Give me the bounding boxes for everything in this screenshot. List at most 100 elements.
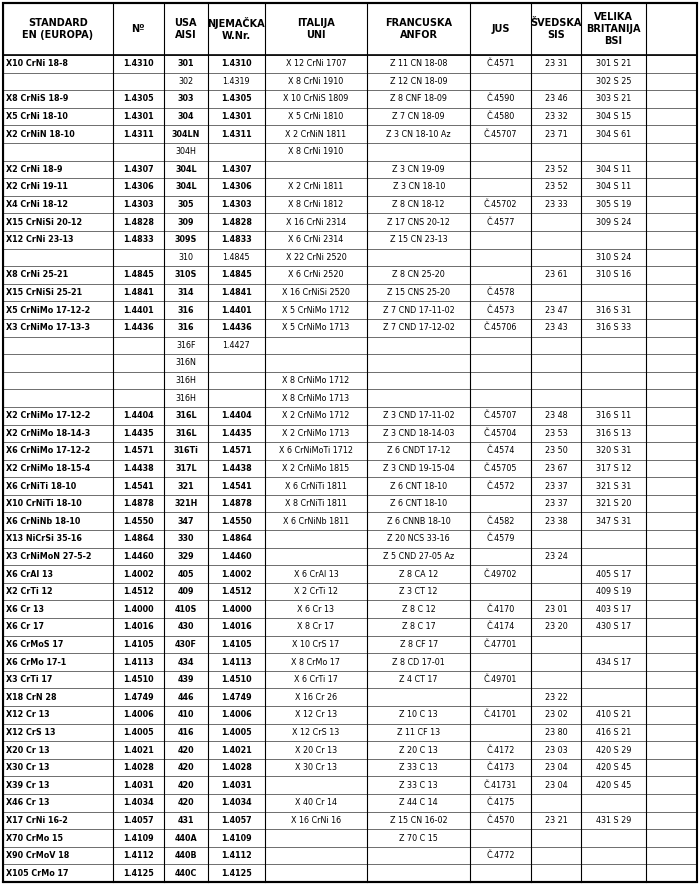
Text: Z 6 CNNB 18-10: Z 6 CNNB 18-10 [387,517,451,526]
Text: 1.4307: 1.4307 [221,165,251,173]
Text: Z 12 CN 18-09: Z 12 CN 18-09 [390,77,447,86]
Text: 405: 405 [178,570,194,579]
Text: 1.4864: 1.4864 [123,535,154,543]
Text: 23 80: 23 80 [545,728,568,737]
Text: Z 70 C 15: Z 70 C 15 [399,834,438,843]
Text: 309S: 309S [175,235,197,244]
Text: X105 CrMo 17: X105 CrMo 17 [6,869,68,878]
Text: 403 S 17: 403 S 17 [596,604,631,614]
Text: 316 S 11: 316 S 11 [596,412,631,420]
Text: 321 S 20: 321 S 20 [596,499,631,508]
Text: Č.45704: Č.45704 [484,429,517,438]
Text: Č.4574: Č.4574 [486,446,514,456]
Text: 1.4310: 1.4310 [123,59,153,68]
Text: 1.4113: 1.4113 [221,658,251,666]
Text: X6 Cr 17: X6 Cr 17 [6,622,43,631]
Text: X12 CrS 13: X12 CrS 13 [6,728,55,737]
Text: Č.45705: Č.45705 [484,464,517,473]
Text: X2 CrNiMo 18-14-3: X2 CrNiMo 18-14-3 [6,429,90,438]
Text: 1.4878: 1.4878 [220,499,251,508]
Text: X 22 CrNi 2520: X 22 CrNi 2520 [286,253,346,262]
Text: X 8 CrNi 1812: X 8 CrNi 1812 [288,200,344,209]
Text: 23 20: 23 20 [545,622,568,631]
Text: X 6 Cr 13: X 6 Cr 13 [298,604,335,614]
Text: 1.4571: 1.4571 [221,446,251,456]
Text: Č.4170: Č.4170 [486,604,514,614]
Text: 1.4845: 1.4845 [220,271,251,280]
Text: 23 24: 23 24 [545,552,568,561]
Text: 1.4438: 1.4438 [123,464,154,473]
Text: X6 CrNiMo 17-12-2: X6 CrNiMo 17-12-2 [6,446,90,456]
Text: X8 CrNi 25-21: X8 CrNi 25-21 [6,271,68,280]
Text: X 10 CrS 17: X 10 CrS 17 [293,640,340,649]
Text: X90 CrMoV 18: X90 CrMoV 18 [6,851,69,860]
Text: 1.4002: 1.4002 [123,570,154,579]
Text: 321 S 31: 321 S 31 [596,481,631,490]
Text: 420 S 45: 420 S 45 [596,781,631,789]
Text: 1.4319: 1.4319 [223,77,250,86]
Text: 305 S 19: 305 S 19 [596,200,631,209]
Text: Č.47701: Č.47701 [484,640,517,649]
Text: 1.4845: 1.4845 [223,253,250,262]
Text: Z 3 CND 19-15-04: Z 3 CND 19-15-04 [383,464,454,473]
Text: 23 52: 23 52 [545,165,568,173]
Text: 310S: 310S [175,271,197,280]
Text: X 8 CrNiTi 1811: X 8 CrNiTi 1811 [285,499,347,508]
Text: 1.4021: 1.4021 [220,745,251,755]
Text: 1.4031: 1.4031 [123,781,153,789]
Text: 23 37: 23 37 [545,481,568,490]
Text: 302 S 25: 302 S 25 [596,77,631,86]
Text: 1.4404: 1.4404 [123,412,153,420]
Text: 329: 329 [178,552,194,561]
Text: X 2 CrNiMo 1713: X 2 CrNiMo 1713 [282,429,349,438]
Text: 23 04: 23 04 [545,763,568,772]
Text: 1.4841: 1.4841 [220,288,251,297]
Text: 302: 302 [178,77,193,86]
Text: 316: 316 [178,323,194,332]
Text: X46 Cr 13: X46 Cr 13 [6,798,49,807]
Text: X3 CrNiMoN 27-5-2: X3 CrNiMoN 27-5-2 [6,552,91,561]
Text: Č.4582: Č.4582 [486,517,514,526]
Text: 434 S 17: 434 S 17 [596,658,631,666]
Text: Č.45702: Č.45702 [484,200,517,209]
Text: X3 CrTi 17: X3 CrTi 17 [6,675,52,684]
Text: 1.4845: 1.4845 [123,271,154,280]
Text: Z 6 CNT 18-10: Z 6 CNT 18-10 [390,481,447,490]
Text: VELIKA
BRITANIJA
BSI: VELIKA BRITANIJA BSI [586,12,640,46]
Text: 410: 410 [178,711,194,720]
Text: X6 CrNiNb 18-10: X6 CrNiNb 18-10 [6,517,80,526]
Text: 316L: 316L [175,412,197,420]
Text: X 16 CrNiSi 2520: X 16 CrNiSi 2520 [282,288,350,297]
Text: X 8 CrNi 1910: X 8 CrNi 1910 [288,147,344,157]
Text: Z 20 NCS 33-16: Z 20 NCS 33-16 [387,535,450,543]
Text: 23 37: 23 37 [545,499,568,508]
Text: 330: 330 [178,535,194,543]
Text: 1.4301: 1.4301 [221,112,251,121]
Text: 310 S 16: 310 S 16 [596,271,631,280]
Text: X13 NiCrSi 35-16: X13 NiCrSi 35-16 [6,535,81,543]
Text: 304L: 304L [175,182,197,191]
Text: 431: 431 [178,816,194,825]
Text: Č.45706: Č.45706 [484,323,517,332]
Text: X 16 Cr 26: X 16 Cr 26 [295,693,337,702]
Text: 430 S 17: 430 S 17 [596,622,631,631]
Text: 1.4307: 1.4307 [123,165,153,173]
Text: X 12 CrS 13: X 12 CrS 13 [293,728,340,737]
Text: Z 6 CNT 18-10: Z 6 CNT 18-10 [390,499,447,508]
Text: 439: 439 [178,675,194,684]
Text: X12 Cr 13: X12 Cr 13 [6,711,49,720]
Text: Č.4577: Č.4577 [486,218,514,227]
Text: 405 S 17: 405 S 17 [596,570,631,579]
Text: X30 Cr 13: X30 Cr 13 [6,763,49,772]
Text: 1.4510: 1.4510 [221,675,251,684]
Text: 420: 420 [178,798,194,807]
Text: NJEMAČKA
W.Nr.: NJEMAČKA W.Nr. [207,17,265,41]
Text: 1.4113: 1.4113 [123,658,153,666]
Text: X 8 CrMo 17: X 8 CrMo 17 [291,658,340,666]
Text: X 2 CrNiN 1811: X 2 CrNiN 1811 [286,130,346,139]
Text: 1.4028: 1.4028 [220,763,251,772]
Text: X 6 CrTi 17: X 6 CrTi 17 [294,675,338,684]
Text: 1.4438: 1.4438 [220,464,251,473]
Text: X 8 CrNi 1910: X 8 CrNi 1910 [288,77,344,86]
Text: 1.4541: 1.4541 [123,481,153,490]
